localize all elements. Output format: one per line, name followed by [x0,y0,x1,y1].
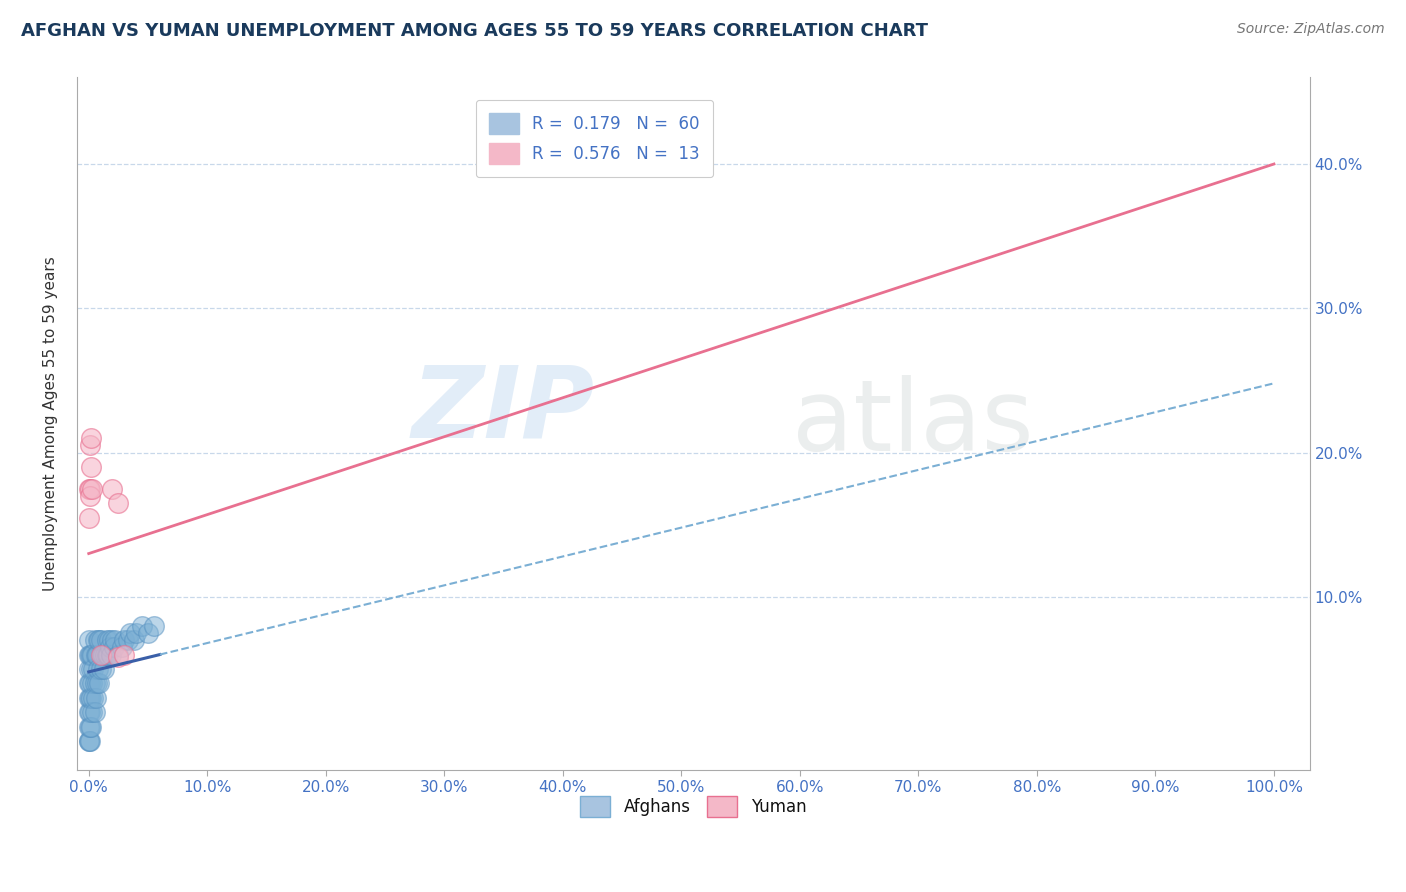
Point [90,662,112,676]
Point [86,648,108,662]
Point [125,626,148,640]
Point [89,633,111,648]
Point [83,633,105,648]
Point [112,648,135,662]
Point [80,648,103,662]
Point [82,482,104,496]
Point [84,648,107,662]
Point [79,734,101,748]
Point [103,640,125,655]
Point [79,482,101,496]
Point [101,482,124,496]
Point [80,662,103,676]
Point [104,633,127,648]
Point [80,431,103,445]
Point [77,720,100,734]
Point [83,706,105,720]
Point [107,648,129,662]
Point [79,690,101,705]
Point [142,618,165,632]
Point [97,633,120,648]
Point [131,618,153,632]
Point [100,648,122,662]
Point [79,720,101,734]
Point [82,706,104,720]
Point [94,648,117,662]
Point [120,626,142,640]
Point [111,640,134,655]
Point [107,650,129,665]
Point [117,633,139,648]
Point [77,482,100,496]
Point [79,438,101,452]
Point [77,648,100,662]
Point [136,626,159,640]
Legend: Afghans, Yuman: Afghans, Yuman [574,789,813,824]
Y-axis label: Unemployment Among Ages 55 to 59 years: Unemployment Among Ages 55 to 59 years [44,256,58,591]
Point [77,706,100,720]
Point [87,633,110,648]
Point [79,676,101,690]
Point [90,648,112,662]
Point [77,690,100,705]
Point [91,648,114,662]
Point [96,633,118,648]
Point [82,648,104,662]
Point [101,633,124,648]
Point [87,662,110,676]
Point [82,676,104,690]
Point [122,633,145,648]
Text: atlas: atlas [792,376,1033,472]
Point [89,676,111,690]
Point [82,690,104,705]
Point [107,496,129,510]
Point [80,720,103,734]
Point [77,510,100,524]
Point [77,734,100,748]
Point [82,662,104,676]
Point [96,648,118,662]
Point [79,489,101,503]
Point [97,648,120,662]
Point [77,633,100,648]
Point [77,734,100,748]
Point [112,633,135,648]
Point [93,662,115,676]
Point [80,690,103,705]
Point [80,460,103,475]
Text: AFGHAN VS YUMAN UNEMPLOYMENT AMONG AGES 55 TO 59 YEARS CORRELATION CHART: AFGHAN VS YUMAN UNEMPLOYMENT AMONG AGES … [21,22,928,40]
Point [79,648,101,662]
Point [98,640,121,655]
Point [90,633,112,648]
Point [77,662,100,676]
Point [83,676,105,690]
Point [77,676,100,690]
Text: ZIP: ZIP [412,361,595,458]
Point [90,648,112,662]
Point [86,676,108,690]
Point [79,706,101,720]
Text: Source: ZipAtlas.com: Source: ZipAtlas.com [1237,22,1385,37]
Point [84,690,107,705]
